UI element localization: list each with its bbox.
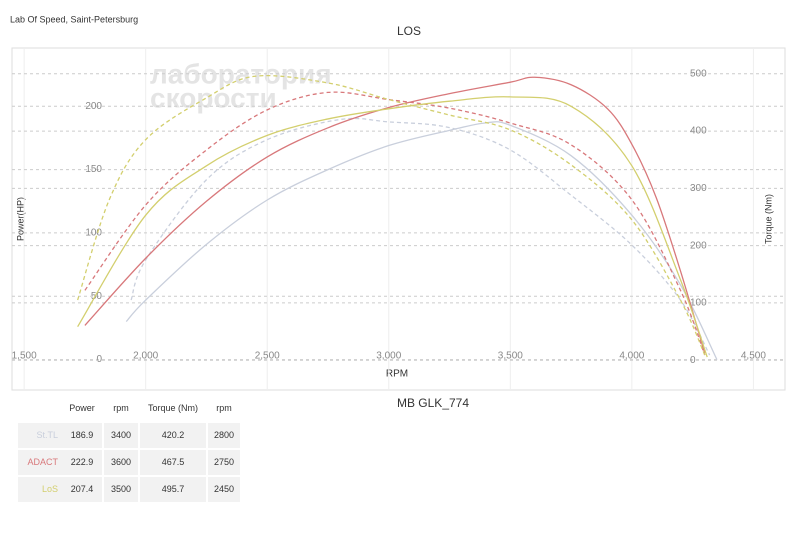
lab-name: Lab Of Speed, Saint-Petersburg: [10, 14, 138, 24]
table-header: Power: [69, 403, 95, 413]
table-cell: [140, 450, 206, 475]
y2-tick-label: 300: [690, 183, 707, 194]
table-cell: [208, 423, 240, 448]
table-cell: [18, 423, 62, 448]
y2-tick-label: 500: [690, 68, 707, 79]
table-value: 222.9: [71, 457, 94, 467]
table-value: 3500: [111, 484, 131, 494]
table-cell: [62, 477, 102, 502]
table-header: rpm: [216, 403, 232, 413]
torque-curve: [130, 117, 711, 356]
torque-curve: [77, 74, 706, 356]
x-tick-label: 4,000: [619, 351, 644, 362]
y-tick-label: 200: [85, 101, 102, 112]
x-tick-label: 3,500: [498, 351, 523, 362]
table-value: 495.7: [162, 484, 185, 494]
table-cell: [62, 423, 102, 448]
table-cell: [140, 477, 206, 502]
table-header: Torque (Nm): [148, 403, 198, 413]
series-name: ADACT: [27, 457, 58, 467]
table-value: 2800: [214, 430, 234, 440]
y2-tick-label: 0: [690, 355, 696, 366]
y2-tick-label: 400: [690, 126, 707, 137]
table-header: rpm: [113, 403, 129, 413]
table-value: 3400: [111, 430, 131, 440]
table-cell: [18, 477, 62, 502]
y2-axis-label: Torque (Nm): [763, 194, 773, 244]
table-cell: [62, 450, 102, 475]
table-cell: [208, 477, 240, 502]
x-axis-label: RPM: [386, 369, 408, 380]
table-value: 3600: [111, 457, 131, 467]
table-cell: [18, 450, 62, 475]
table-value: 207.4: [71, 484, 94, 494]
torque-curve: [84, 91, 706, 356]
y2-tick-label: 200: [690, 240, 707, 251]
y2-tick-label: 100: [690, 298, 707, 309]
power-curve: [84, 76, 706, 354]
table-cell: [104, 477, 138, 502]
table-value: 420.2: [162, 430, 185, 440]
table-cell: [104, 423, 138, 448]
y-tick-label: 100: [85, 228, 102, 239]
chart-title: LOS: [397, 24, 421, 38]
y-tick-label: 0: [96, 354, 102, 365]
y-tick-label: 150: [85, 164, 102, 175]
chart-subtitle: MB GLK_774: [397, 396, 469, 410]
y-tick-label: 50: [91, 291, 103, 302]
x-tick-label: 1,500: [12, 351, 37, 362]
table-value: 2750: [214, 457, 234, 467]
plot-frame: [11, 47, 786, 391]
x-tick-label: 4,500: [741, 351, 766, 362]
table-value: 186.9: [71, 430, 94, 440]
x-tick-label: 3,000: [376, 351, 401, 362]
watermark: скорости: [150, 82, 277, 113]
x-tick-label: 2,500: [255, 351, 280, 362]
power-curve: [77, 96, 708, 358]
table-value: 467.5: [162, 457, 185, 467]
series-name: LoS: [42, 484, 58, 494]
y-axis-label: Power(HP): [15, 197, 25, 241]
series-name: St.TL: [36, 430, 58, 440]
table-cell: [104, 450, 138, 475]
table-cell: [140, 423, 206, 448]
power-curve: [125, 121, 718, 360]
x-tick-label: 2,000: [133, 351, 158, 362]
table-cell: [208, 450, 240, 475]
table-value: 2450: [214, 484, 234, 494]
